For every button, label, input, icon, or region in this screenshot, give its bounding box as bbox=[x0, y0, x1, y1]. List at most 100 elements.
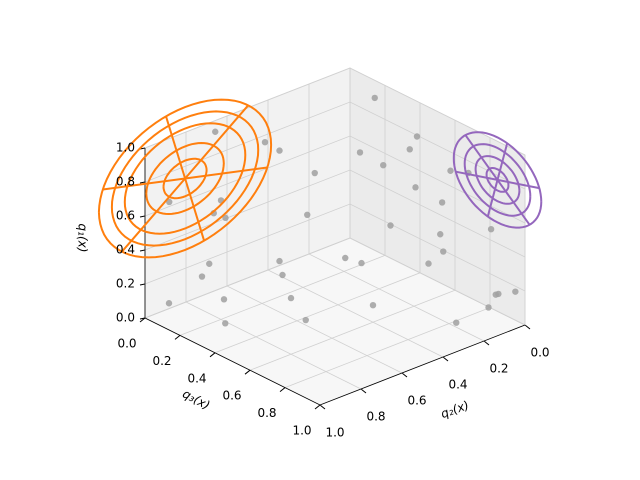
labels: 0.0 0.2 0.4 0.6 0.8 1.0 0.0 0.2 0.4 0.6 0.8 1.0 0.0 0… bbox=[76, 141, 550, 440]
point bbox=[358, 259, 365, 267]
point bbox=[276, 257, 283, 265]
wire-ring bbox=[110, 110, 260, 247]
x-tick-label: 0.6 bbox=[407, 394, 426, 408]
tick-mark bbox=[209, 352, 216, 358]
y-tick-label: 0.2 bbox=[152, 354, 171, 368]
tick-mark bbox=[442, 356, 449, 362]
x-tick-label: 0.4 bbox=[448, 378, 467, 392]
point bbox=[222, 214, 229, 222]
wire-ring bbox=[463, 143, 532, 217]
grid-line bbox=[249, 120, 456, 371]
z-tick-label: 0.2 bbox=[116, 277, 135, 291]
z-tick-label: 0.8 bbox=[116, 175, 135, 189]
wire-ring bbox=[97, 98, 273, 259]
tick-mark bbox=[401, 372, 408, 378]
point bbox=[447, 167, 454, 174]
point bbox=[222, 320, 229, 327]
tick-mark bbox=[139, 317, 146, 323]
grid-line bbox=[144, 68, 351, 319]
point bbox=[438, 199, 446, 206]
wire-spoke bbox=[455, 170, 498, 181]
point bbox=[495, 290, 502, 298]
wire-spoke bbox=[102, 177, 186, 191]
y-tick-label: 1.0 bbox=[292, 424, 311, 438]
tick-mark bbox=[174, 335, 181, 340]
point bbox=[302, 316, 309, 324]
wire-spoke bbox=[184, 104, 249, 180]
point bbox=[206, 260, 213, 267]
wire-spoke bbox=[165, 116, 187, 179]
z-axis-label: q₁(x) bbox=[76, 224, 90, 253]
point bbox=[485, 304, 492, 311]
tick-mark bbox=[139, 215, 146, 218]
point bbox=[440, 248, 447, 255]
wire-spoke bbox=[184, 166, 268, 180]
tick-mark bbox=[360, 388, 367, 394]
point bbox=[304, 211, 311, 218]
point bbox=[356, 149, 364, 156]
wire-spoke bbox=[184, 178, 206, 241]
tick-mark bbox=[314, 404, 321, 410]
point bbox=[425, 260, 432, 267]
wire-spoke bbox=[496, 179, 531, 226]
y-tick-label: 0.6 bbox=[222, 389, 241, 403]
point bbox=[406, 146, 413, 153]
point bbox=[311, 169, 318, 177]
axis-line bbox=[144, 317, 526, 406]
wire-spoke bbox=[496, 143, 509, 181]
y-tick-label: 0.0 bbox=[117, 337, 136, 351]
tick-mark bbox=[319, 404, 326, 410]
point bbox=[276, 147, 283, 154]
point bbox=[165, 300, 173, 307]
grid-line bbox=[179, 85, 386, 336]
x-tick-label: 0.8 bbox=[366, 410, 385, 424]
point bbox=[413, 133, 421, 140]
wire-ring bbox=[145, 141, 225, 216]
point bbox=[261, 139, 269, 146]
wire-spoke bbox=[121, 177, 186, 253]
x-tick-label: 0.2 bbox=[489, 362, 508, 376]
point bbox=[166, 198, 173, 206]
wire-spoke bbox=[486, 179, 499, 217]
wire-ring bbox=[452, 131, 543, 229]
z-tick-label: 1.0 bbox=[116, 141, 135, 155]
point bbox=[453, 319, 460, 326]
point bbox=[387, 222, 394, 229]
point bbox=[369, 302, 377, 309]
wire-ring bbox=[485, 167, 510, 193]
x-tick-label: 0.0 bbox=[530, 346, 549, 360]
point bbox=[437, 231, 444, 238]
tick-mark bbox=[139, 181, 146, 184]
y-axis-label: q₃(x) bbox=[180, 387, 212, 413]
tick-mark bbox=[483, 340, 490, 346]
tick-mark bbox=[244, 369, 251, 375]
x-tick-label: 1.0 bbox=[325, 426, 344, 440]
point bbox=[412, 184, 419, 191]
tick-mark bbox=[279, 387, 286, 392]
point bbox=[487, 226, 495, 233]
z-tick-label: 0.4 bbox=[116, 243, 135, 257]
y-tick-label: 0.4 bbox=[187, 371, 206, 385]
point bbox=[212, 128, 219, 135]
tick-mark bbox=[139, 249, 146, 252]
point bbox=[371, 94, 378, 102]
wire-ring bbox=[474, 155, 521, 205]
wire-ring bbox=[162, 157, 208, 200]
point bbox=[512, 288, 519, 295]
tick-mark bbox=[524, 324, 531, 330]
wire-spoke bbox=[497, 178, 540, 190]
point bbox=[198, 273, 206, 280]
marks bbox=[97, 94, 543, 327]
z-tick-label: 0.0 bbox=[116, 311, 135, 325]
point bbox=[220, 296, 228, 303]
panes bbox=[143, 67, 527, 406]
z-tick-label: 0.6 bbox=[116, 209, 135, 223]
wire-ring bbox=[123, 122, 247, 235]
grid-line bbox=[214, 102, 421, 354]
wire-spoke bbox=[464, 134, 499, 181]
point bbox=[380, 162, 387, 169]
point bbox=[287, 294, 295, 302]
point bbox=[279, 271, 286, 279]
x-axis-label: q₂(x) bbox=[439, 398, 471, 421]
